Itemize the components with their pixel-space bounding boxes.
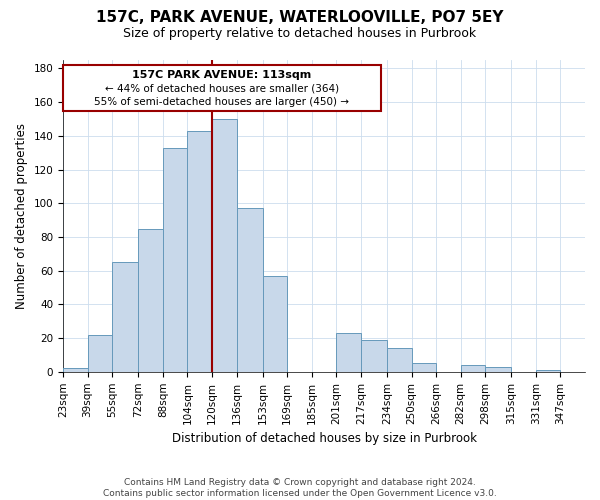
Bar: [387, 348, 412, 372]
Text: ← 44% of detached houses are smaller (364): ← 44% of detached houses are smaller (36…: [105, 84, 339, 94]
Text: 157C, PARK AVENUE, WATERLOOVILLE, PO7 5EY: 157C, PARK AVENUE, WATERLOOVILLE, PO7 5E…: [96, 10, 504, 25]
X-axis label: Distribution of detached houses by size in Purbrook: Distribution of detached houses by size …: [172, 432, 476, 445]
Bar: [461, 365, 485, 372]
Text: 55% of semi-detached houses are larger (450) →: 55% of semi-detached houses are larger (…: [94, 97, 349, 107]
Bar: [412, 364, 436, 372]
Bar: [112, 262, 138, 372]
Text: Size of property relative to detached houses in Purbrook: Size of property relative to detached ho…: [124, 28, 476, 40]
Bar: [63, 368, 88, 372]
Bar: [361, 340, 387, 372]
Bar: [212, 119, 236, 372]
Bar: [536, 370, 560, 372]
Bar: [163, 148, 187, 372]
Bar: [88, 334, 112, 372]
FancyBboxPatch shape: [63, 65, 381, 110]
Text: Contains HM Land Registry data © Crown copyright and database right 2024.
Contai: Contains HM Land Registry data © Crown c…: [103, 478, 497, 498]
Text: 157C PARK AVENUE: 113sqm: 157C PARK AVENUE: 113sqm: [132, 70, 311, 80]
Bar: [138, 228, 163, 372]
Bar: [187, 131, 212, 372]
Y-axis label: Number of detached properties: Number of detached properties: [15, 123, 28, 309]
Bar: [263, 276, 287, 372]
Bar: [336, 333, 361, 372]
Bar: [236, 208, 263, 372]
Bar: [485, 367, 511, 372]
